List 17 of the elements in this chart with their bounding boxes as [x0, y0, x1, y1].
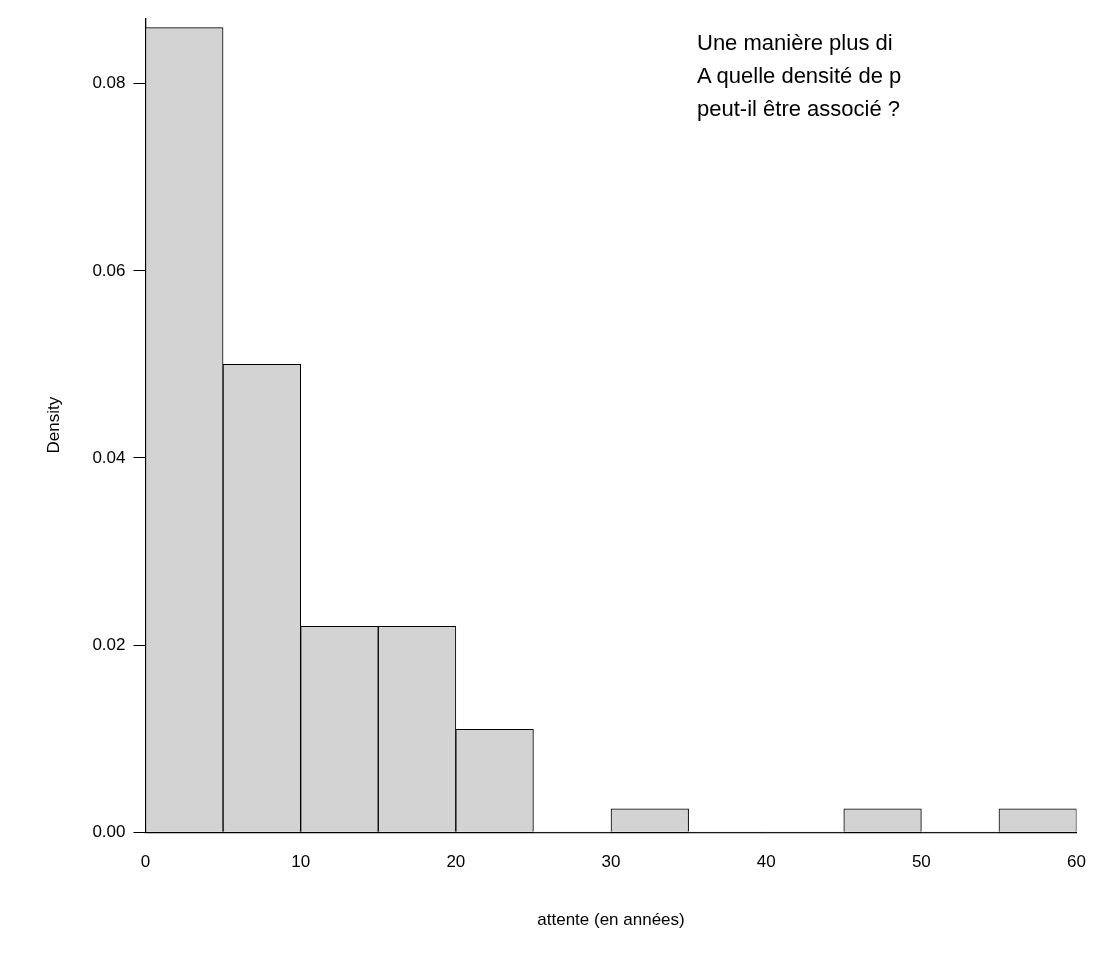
y-tick-label: 0.00	[92, 821, 126, 841]
x-tick-label: 30	[601, 852, 621, 872]
x-tick-label: 20	[446, 852, 466, 872]
x-axis-title: attente (en années)	[537, 910, 685, 930]
x-tick-label: 40	[756, 852, 776, 872]
y-tick-label: 0.06	[92, 260, 126, 280]
x-tick-label: 50	[911, 852, 931, 872]
x-tick-label: 0	[140, 852, 151, 872]
y-tick-label: 0.04	[92, 447, 126, 467]
x-tick-label: 60	[1067, 852, 1087, 872]
x-tick-label: 10	[291, 852, 311, 872]
y-tick-label: 0.08	[92, 73, 126, 93]
annotation: Une manière plus di	[697, 29, 894, 57]
annotation: A quelle densité de p	[697, 62, 902, 90]
annotation: peut-il être associé ?	[697, 95, 901, 123]
y-axis-title: Density	[43, 396, 63, 454]
y-tick-label: 0.02	[92, 634, 126, 654]
